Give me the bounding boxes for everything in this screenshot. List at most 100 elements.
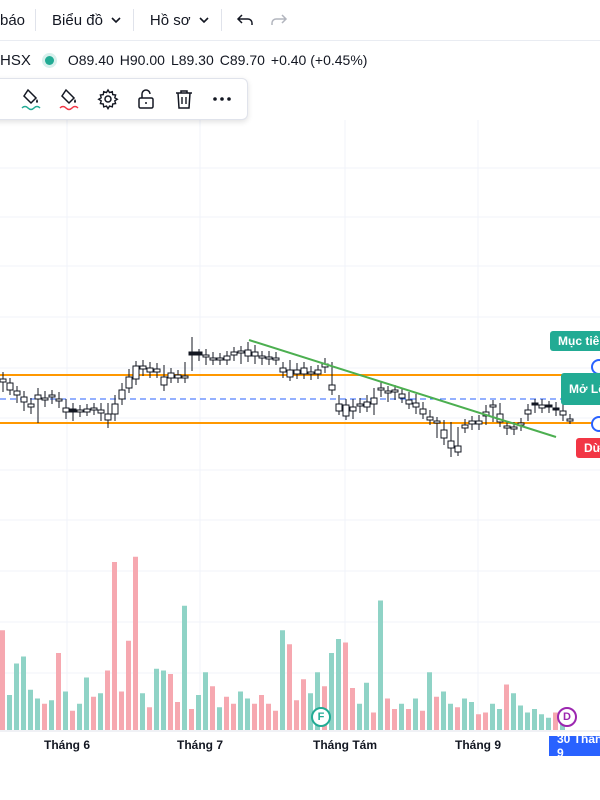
- volume-bar: [21, 656, 26, 730]
- candle-body: [153, 368, 161, 373]
- volume-bar: [448, 703, 453, 730]
- volume-bar: [259, 695, 264, 730]
- candle-body: [76, 409, 84, 413]
- candle-body: [524, 409, 532, 415]
- volume-bar: [497, 709, 502, 730]
- line-color-button[interactable]: [13, 83, 51, 115]
- volume-bar: [553, 712, 558, 730]
- volume-bar: [406, 709, 411, 730]
- candle-body: [13, 390, 21, 396]
- volume-bar: [154, 668, 159, 730]
- high-value: H90.00: [119, 52, 165, 68]
- market-status-icon: [44, 55, 54, 65]
- open-tag[interactable]: Mở Lệnh: [561, 373, 600, 405]
- volume-bar: [294, 700, 299, 730]
- dividend-marker-icon[interactable]: D: [557, 707, 577, 727]
- volume-bar: [518, 705, 523, 730]
- candle-body: [258, 355, 266, 359]
- earnings-marker-icon[interactable]: F: [311, 707, 331, 727]
- volume-bar: [266, 703, 271, 730]
- volume-bar: [210, 686, 215, 730]
- undo-button[interactable]: [228, 0, 262, 40]
- candle-body: [342, 404, 350, 417]
- current-date-badge: 30 Tháng 9: [549, 732, 600, 760]
- candle-body: [433, 420, 441, 424]
- candle-body: [62, 407, 70, 413]
- trend-line[interactable]: [248, 339, 557, 438]
- candle-body: [531, 402, 539, 406]
- candle-body: [209, 357, 217, 361]
- volume-bar: [511, 693, 516, 730]
- volume-bar: [385, 698, 390, 730]
- volume-bar: [350, 688, 355, 730]
- candle-body: [83, 408, 91, 413]
- candle-body: [286, 369, 294, 378]
- volume-bar: [280, 630, 285, 730]
- candle-body: [230, 351, 238, 356]
- position-tool[interactable]: [0, 374, 600, 424]
- candle-body: [293, 369, 301, 375]
- candle-body: [377, 387, 385, 391]
- time-label: Tháng 7: [176, 738, 224, 752]
- candle-body: [335, 403, 343, 412]
- volume-bar: [105, 670, 110, 730]
- chart-menu-button[interactable]: Biểu đồ: [36, 0, 133, 40]
- candle-body: [447, 440, 455, 449]
- time-label: Tháng 9: [454, 738, 502, 752]
- redo-icon: [270, 14, 287, 25]
- volume-bar: [119, 691, 124, 730]
- stop-tag[interactable]: Dừng lỗ: [576, 438, 600, 458]
- stop-handle-icon[interactable]: [591, 416, 600, 432]
- profile-menu-button[interactable]: Hồ sơ: [134, 0, 221, 40]
- volume-bar: [182, 605, 187, 730]
- candle-body: [69, 408, 77, 413]
- volume-bar: [91, 696, 96, 730]
- volume-bar: [287, 644, 292, 730]
- open-value: O89.40: [67, 52, 114, 68]
- volume-bar: [147, 707, 152, 730]
- candle-body: [0, 378, 7, 383]
- change-value: +0.40 (+0.45%): [270, 52, 368, 68]
- candle-body: [41, 397, 49, 401]
- candle-body: [398, 393, 406, 399]
- redo-button[interactable]: [262, 0, 296, 40]
- lock-button[interactable]: [127, 83, 165, 115]
- more-button[interactable]: [203, 83, 241, 115]
- candle-body: [174, 374, 182, 379]
- target-tag[interactable]: Mục tiêu: [550, 331, 600, 351]
- candle-body: [237, 350, 245, 354]
- volume-bar: [196, 695, 201, 730]
- indicators-label: báo: [0, 11, 26, 29]
- candle-body: [146, 367, 154, 373]
- volume-bar: [504, 684, 509, 730]
- symbol-label[interactable]: HSX: [0, 51, 31, 69]
- volume-bar: [357, 703, 362, 730]
- fill-color-button[interactable]: [51, 83, 89, 115]
- settings-button[interactable]: [89, 83, 127, 115]
- candle-body: [468, 420, 476, 425]
- delete-button[interactable]: [165, 83, 203, 115]
- candle-body: [384, 390, 392, 394]
- candle-body: [265, 356, 273, 360]
- volume-bar: [224, 696, 229, 730]
- candle-body: [195, 351, 203, 356]
- volume-bar: [364, 682, 369, 730]
- candle-body: [188, 351, 196, 356]
- volume-bar: [133, 556, 138, 730]
- profile-menu-label: Hồ sơ: [149, 11, 191, 29]
- volume-bar: [252, 703, 257, 730]
- candle-body: [314, 369, 322, 375]
- target-tag-label: Mục tiêu: [558, 334, 600, 348]
- volume-bar: [168, 674, 173, 730]
- candle-body: [426, 416, 434, 421]
- candle-body: [181, 375, 189, 379]
- volume-bar: [301, 679, 306, 730]
- indicators-button[interactable]: báo: [0, 0, 35, 40]
- unlock-icon: [138, 89, 154, 109]
- volume-bar: [49, 700, 54, 730]
- volume-bar: [329, 653, 334, 730]
- dividend-marker-label: D: [563, 711, 571, 723]
- volume-bar: [476, 714, 481, 730]
- drawing-toolbar: [0, 78, 248, 120]
